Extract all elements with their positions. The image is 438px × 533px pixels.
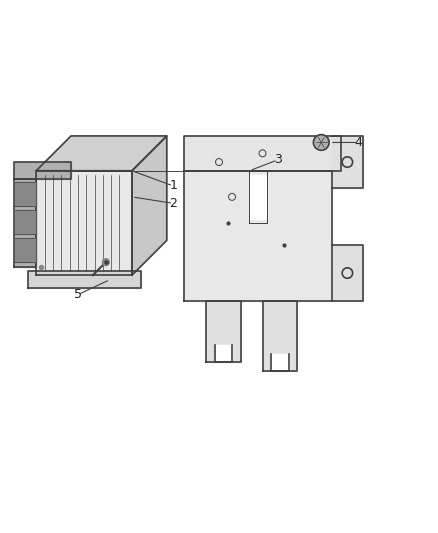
Polygon shape	[14, 162, 71, 180]
Polygon shape	[332, 245, 363, 301]
Polygon shape	[28, 271, 141, 288]
Polygon shape	[184, 171, 332, 301]
Polygon shape	[14, 238, 36, 262]
Polygon shape	[271, 353, 289, 371]
Circle shape	[102, 259, 110, 265]
Text: 3: 3	[274, 154, 282, 166]
Polygon shape	[132, 136, 167, 275]
Polygon shape	[36, 171, 132, 275]
Text: 1: 1	[170, 180, 177, 192]
Polygon shape	[332, 136, 363, 188]
Polygon shape	[14, 182, 36, 206]
Polygon shape	[262, 301, 297, 371]
Text: 5: 5	[74, 288, 81, 301]
Text: 4: 4	[354, 136, 362, 149]
Polygon shape	[206, 301, 241, 362]
Polygon shape	[14, 210, 36, 234]
Polygon shape	[184, 136, 332, 301]
Polygon shape	[184, 136, 341, 171]
Polygon shape	[14, 180, 36, 266]
Polygon shape	[36, 136, 167, 171]
Circle shape	[314, 135, 329, 150]
Polygon shape	[215, 345, 232, 362]
Polygon shape	[250, 175, 267, 219]
Text: 2: 2	[170, 197, 177, 210]
